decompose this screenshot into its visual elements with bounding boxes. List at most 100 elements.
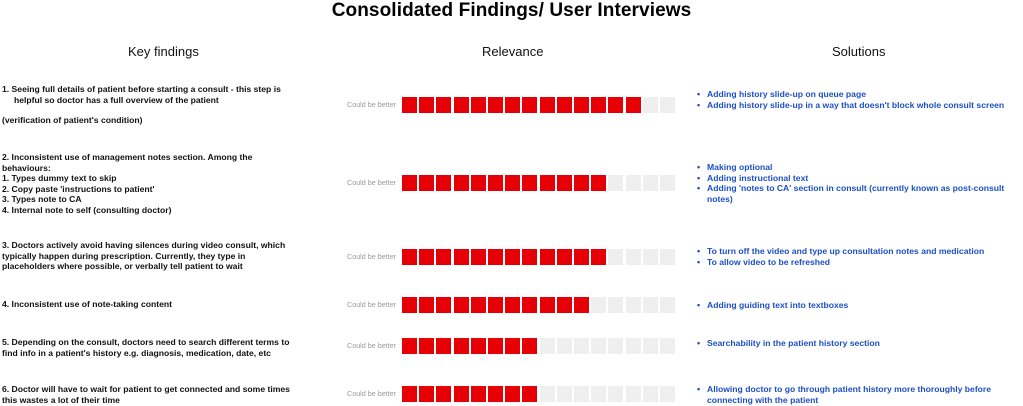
relevance-cell-filled bbox=[505, 97, 521, 113]
relevance-cell-filled bbox=[453, 338, 469, 354]
bullet-icon: • bbox=[697, 300, 701, 310]
finding-line: (verification of patient's condition) bbox=[2, 115, 143, 126]
relevance-cell-filled bbox=[539, 97, 555, 113]
bullet-icon: • bbox=[697, 99, 701, 110]
finding-text: 5. Depending on the consult, doctors nee… bbox=[2, 337, 327, 358]
relevance-cell-empty bbox=[660, 249, 675, 265]
relevance-cell-filled bbox=[453, 249, 469, 265]
relevance-cell-filled bbox=[625, 97, 641, 113]
relevance-cell-filled bbox=[470, 175, 486, 191]
relevance-cell-filled bbox=[419, 386, 435, 402]
solution-item: • To turn off the video and type up consu… bbox=[697, 246, 1023, 257]
relevance-cell-empty bbox=[660, 97, 675, 113]
solution-item: • Adding guiding text into textboxes bbox=[697, 300, 1023, 311]
solution-text: To turn off the video and type up consul… bbox=[707, 246, 985, 256]
relevance-cell-filled bbox=[522, 297, 538, 313]
relevance-cell-empty bbox=[539, 338, 555, 354]
relevance-cell-filled bbox=[574, 97, 589, 113]
relevance-cell-filled bbox=[419, 175, 435, 191]
solution-item: • Adding 'notes to CA' section in consult… bbox=[697, 183, 1023, 204]
relevance-cell-filled bbox=[436, 97, 452, 113]
solution-item: • Adding history slide-up on queue page bbox=[697, 89, 1023, 100]
relevance-cell-empty bbox=[642, 249, 658, 265]
relevance-cell-filled bbox=[470, 97, 486, 113]
solutions-list: • Searchability in the patient history se… bbox=[697, 338, 1023, 349]
finding-line: find info in a patient's history e.g. di… bbox=[2, 347, 271, 358]
relevance-cell-empty bbox=[625, 249, 641, 265]
bullet-icon: • bbox=[697, 246, 701, 256]
relevance-cell-empty bbox=[608, 338, 624, 354]
relevance-cell-empty bbox=[608, 249, 624, 265]
rating-label: Could be better bbox=[347, 252, 397, 261]
solutions-list: • Allowing doctor to go through patient h… bbox=[697, 384, 1023, 405]
relevance-cell-empty bbox=[625, 338, 641, 354]
relevance-cell-empty bbox=[642, 297, 658, 313]
relevance-cell-empty bbox=[539, 386, 555, 402]
rating-label: Could be better bbox=[347, 300, 397, 309]
bullet-icon: • bbox=[697, 338, 701, 348]
column-header-key-findings: Key findings bbox=[128, 44, 199, 59]
relevance-cell-filled bbox=[402, 386, 417, 402]
bullet-icon: • bbox=[697, 172, 701, 183]
relevance-cell-filled bbox=[522, 97, 538, 113]
relevance-cell-filled bbox=[522, 175, 538, 191]
finding-line: 4. Internal note to self (consulting doc… bbox=[2, 204, 172, 215]
finding-line: helpful so doctor has a full overview of… bbox=[2, 94, 219, 105]
relevance-cell-filled bbox=[470, 297, 486, 313]
relevance-cell-filled bbox=[574, 297, 589, 313]
relevance-cell-filled bbox=[419, 338, 435, 354]
finding-line: 2. Copy paste 'instructions to patient' bbox=[2, 183, 155, 194]
solution-item: • Adding history slide-up in a way that d… bbox=[697, 100, 1023, 111]
relevance-cell-filled bbox=[505, 297, 521, 313]
relevance-cell-filled bbox=[470, 249, 486, 265]
solution-item: • Adding instructional text bbox=[697, 173, 1023, 184]
finding-line: this wastes a lot of their time bbox=[2, 394, 120, 405]
relevance-cell-filled bbox=[419, 249, 435, 265]
relevance-cell-filled bbox=[488, 297, 503, 313]
relevance-cell-empty bbox=[608, 175, 624, 191]
relevance-cell-filled bbox=[608, 97, 624, 113]
solution-text: Adding history slide-up in a way that do… bbox=[707, 99, 1005, 110]
bullet-icon: • bbox=[697, 183, 701, 194]
relevance-cell-filled bbox=[453, 175, 469, 191]
relevance-cell-filled bbox=[556, 249, 572, 265]
relevance-cell-filled bbox=[574, 249, 589, 265]
finding-line: 4. Inconsistent use of note-taking conte… bbox=[2, 299, 172, 309]
relevance-cell-empty bbox=[642, 386, 658, 402]
page-title: Consolidated Findings/ User Interviews bbox=[331, 0, 692, 21]
rating-label: Could be better bbox=[347, 178, 397, 187]
solution-text: Adding guiding text into textboxes bbox=[707, 300, 849, 310]
relevance-cell-filled bbox=[591, 249, 607, 265]
relevance-cell-filled bbox=[591, 175, 607, 191]
solution-item: • Allowing doctor to go through patient h… bbox=[697, 384, 1023, 405]
relevance-cell-filled bbox=[453, 386, 469, 402]
relevance-cell-filled bbox=[488, 97, 503, 113]
finding-text: 4. Inconsistent use of note-taking conte… bbox=[2, 299, 327, 310]
finding-line: 1. Seeing full details of patient before… bbox=[2, 84, 281, 94]
relevance-cell-filled bbox=[574, 175, 589, 191]
relevance-cell-empty bbox=[660, 386, 675, 402]
finding-line: 3. Doctors actively avoid having silence… bbox=[2, 240, 286, 250]
relevance-cell-filled bbox=[488, 338, 503, 354]
relevance-cell-filled bbox=[419, 297, 435, 313]
solutions-list: • Adding history slide-up on queue page • A… bbox=[697, 89, 1023, 110]
bullet-icon: • bbox=[697, 384, 701, 394]
relevance-cell-filled bbox=[539, 297, 555, 313]
solution-text: Adding 'notes to CA' section in consult … bbox=[707, 183, 1005, 204]
relevance-cell-empty bbox=[608, 297, 624, 313]
relevance-cell-empty bbox=[556, 338, 572, 354]
relevance-cell-filled bbox=[470, 338, 486, 354]
column-header-solutions: Solutions bbox=[832, 44, 886, 59]
solution-item: • Searchability in the patient history se… bbox=[697, 338, 1023, 349]
finding-line: 6. Doctor will have to wait for patient … bbox=[2, 384, 290, 394]
relevance-cell-filled bbox=[539, 249, 555, 265]
relevance-cell-filled bbox=[488, 386, 503, 402]
solution-text: Making optional bbox=[707, 162, 773, 172]
relevance-cell-filled bbox=[436, 175, 452, 191]
relevance-cell-filled bbox=[556, 175, 572, 191]
bullet-icon: • bbox=[697, 162, 701, 172]
relevance-cell-filled bbox=[470, 386, 486, 402]
relevance-cell-empty bbox=[660, 338, 675, 354]
relevance-cell-empty bbox=[591, 386, 607, 402]
relevance-cell-filled bbox=[436, 338, 452, 354]
